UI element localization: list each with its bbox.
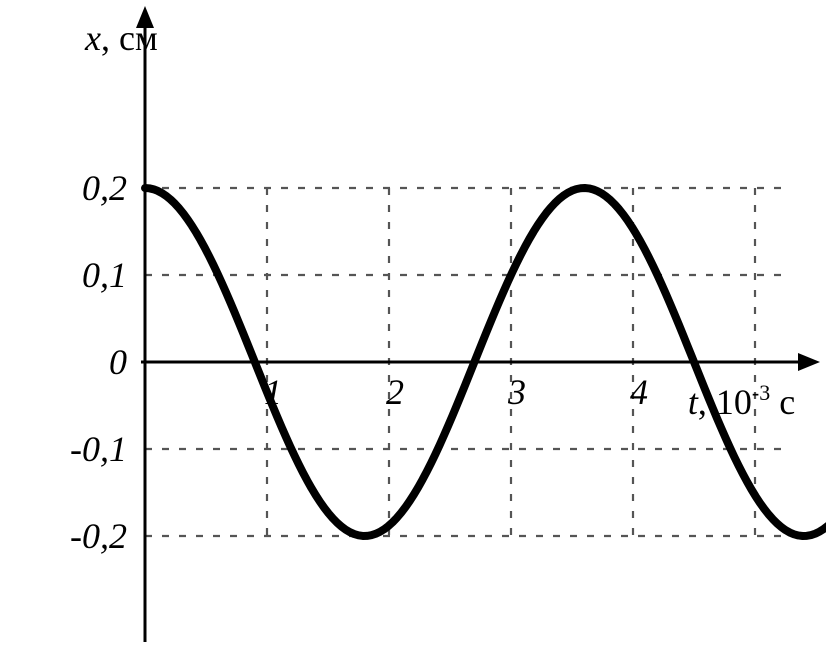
y-tick-label: -0,2: [70, 516, 127, 556]
oscillation-chart: 0,2 0,1 0 -0,1 -0,2 1 2 3 4 x, см t, 10-3 с: [0, 0, 826, 660]
y-tick-label: 0: [109, 342, 127, 382]
x-tick-label: 2: [386, 372, 404, 412]
y-tick-label: -0,1: [70, 429, 127, 469]
y-axis-label: x, см: [84, 18, 158, 58]
y-tick-label: 0,2: [82, 168, 127, 208]
y-tick-label: 0,1: [82, 255, 127, 295]
chart-background: [0, 0, 826, 660]
x-tick-label: 4: [630, 372, 648, 412]
x-tick-label: 3: [507, 372, 526, 412]
chart-svg: 0,2 0,1 0 -0,1 -0,2 1 2 3 4 x, см t, 10-3 с: [0, 0, 826, 660]
x-axis-label: t, 10-3 с: [688, 380, 795, 422]
x-tick-label: 1: [264, 372, 282, 412]
